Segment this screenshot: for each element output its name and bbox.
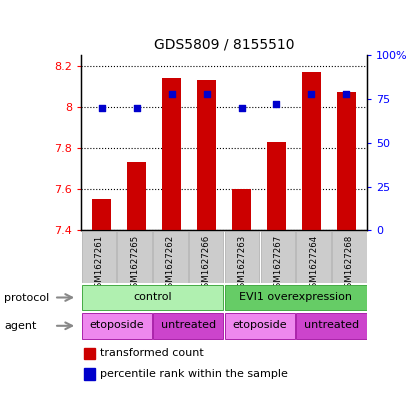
Text: etoposide: etoposide [232,320,287,330]
Bar [117,231,152,283]
Text: GSM1627268: GSM1627268 [345,235,354,293]
Text: percentile rank within the sample: percentile rank within the sample [100,369,288,379]
Point [168,91,175,97]
Point [343,91,350,97]
Bar [153,231,188,283]
Text: GSM1627265: GSM1627265 [130,235,139,293]
Bar [296,313,366,338]
Bar [82,231,116,283]
Bar [127,162,146,230]
Bar [225,231,259,283]
Text: transformed count: transformed count [100,348,203,358]
Bar [261,231,295,283]
Text: GSM1627267: GSM1627267 [273,235,282,293]
Point [98,105,105,111]
Text: protocol: protocol [4,292,49,303]
Bar [92,199,112,230]
Bar [189,231,223,283]
Bar [82,313,152,338]
Text: GSM1627262: GSM1627262 [166,235,175,293]
Text: untreated: untreated [161,320,216,330]
Bar [82,285,223,310]
Text: GSM1627266: GSM1627266 [202,235,211,293]
Text: GSM1627261: GSM1627261 [94,235,103,293]
Bar [232,189,251,230]
Bar [296,231,331,283]
Bar [162,78,181,230]
Bar [197,80,216,230]
Bar [84,368,95,380]
Text: agent: agent [4,321,37,331]
Text: GSM1627263: GSM1627263 [237,235,247,293]
Bar [267,142,286,230]
Point [273,101,280,108]
Bar [332,231,366,283]
Point [134,105,140,111]
Bar [225,313,295,338]
Bar [225,285,366,310]
Bar [337,92,356,230]
Text: untreated: untreated [304,320,359,330]
Bar [84,348,95,359]
Title: GDS5809 / 8155510: GDS5809 / 8155510 [154,37,294,51]
Text: etoposide: etoposide [89,320,144,330]
Text: control: control [133,292,172,302]
Point [203,91,210,97]
Point [238,105,245,111]
Bar [302,72,321,230]
Text: GSM1627264: GSM1627264 [309,235,318,293]
Point [308,91,315,97]
Bar [153,313,223,338]
Text: EVI1 overexpression: EVI1 overexpression [239,292,352,302]
